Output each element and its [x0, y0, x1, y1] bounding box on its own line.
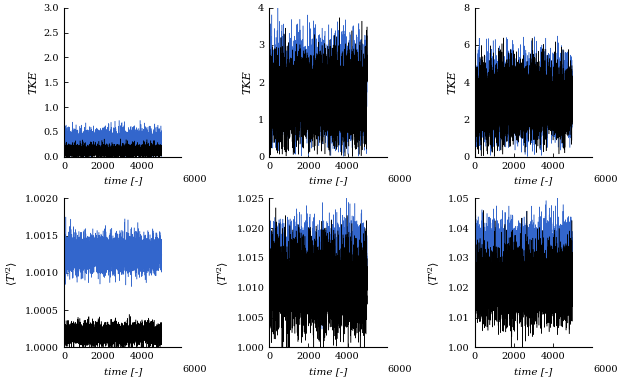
Y-axis label: $\langle T^{\prime 2}\rangle$: $\langle T^{\prime 2}\rangle$ — [216, 260, 231, 285]
Y-axis label: $\langle T^{\prime 2}\rangle$: $\langle T^{\prime 2}\rangle$ — [427, 260, 442, 285]
X-axis label: time [-]: time [-] — [514, 367, 552, 376]
Text: 6000: 6000 — [388, 365, 412, 374]
Y-axis label: $\langle T^{\prime 2}\rangle$: $\langle T^{\prime 2}\rangle$ — [4, 260, 19, 285]
X-axis label: time [-]: time [-] — [309, 367, 347, 376]
Text: 6000: 6000 — [182, 365, 207, 374]
X-axis label: time [-]: time [-] — [309, 176, 347, 185]
X-axis label: time [-]: time [-] — [514, 176, 552, 185]
Y-axis label: TKE: TKE — [28, 70, 38, 94]
Y-axis label: TKE: TKE — [448, 70, 458, 94]
Y-axis label: TKE: TKE — [243, 70, 253, 94]
Text: 6000: 6000 — [593, 365, 618, 374]
Text: 6000: 6000 — [388, 174, 412, 184]
X-axis label: time [-]: time [-] — [103, 367, 142, 376]
Text: 6000: 6000 — [593, 174, 618, 184]
Text: 6000: 6000 — [182, 174, 207, 184]
X-axis label: time [-]: time [-] — [103, 176, 142, 185]
